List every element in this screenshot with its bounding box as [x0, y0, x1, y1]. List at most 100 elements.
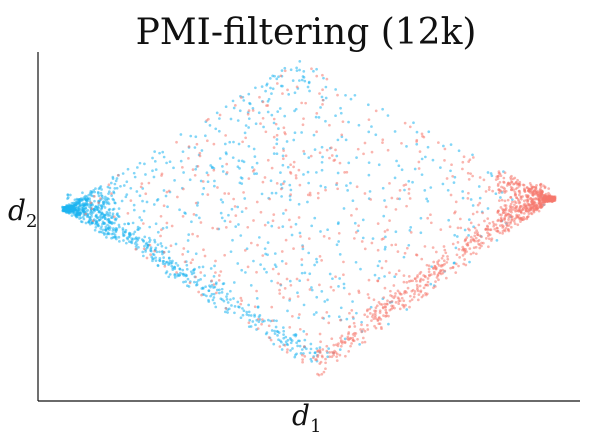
scatter-point-s0-1296 — [66, 193, 70, 196]
scatter-point-s0-904 — [309, 347, 313, 351]
scatter-point-s1-36 — [351, 315, 355, 319]
scatter-point-s0-30 — [279, 183, 283, 186]
scatter-point-s1-187 — [337, 342, 340, 345]
scatter-point-s0-605 — [153, 240, 157, 244]
scatter-point-s0-275 — [343, 337, 347, 341]
scatter-point-s1-491 — [463, 258, 466, 261]
scatter-point-s1-455 — [373, 309, 376, 313]
scatter-point-s0-1057 — [242, 99, 246, 102]
scatter-point-s0-355 — [125, 180, 129, 184]
scatter-point-s1-444 — [429, 221, 433, 225]
scatter-point-s0-109 — [310, 286, 313, 289]
scatter-point-s0-447 — [120, 199, 124, 203]
scatter-point-s1-181 — [139, 185, 143, 189]
scatter-point-s0-915 — [243, 131, 247, 135]
scatter-point-s1-1137 — [332, 353, 335, 357]
scatter-point-s0-1314 — [353, 93, 357, 97]
scatter-point-s1-609 — [330, 355, 334, 359]
scatter-point-s1-1235 — [402, 304, 406, 307]
scatter-point-s0-913 — [339, 306, 343, 310]
scatter-point-s0-1079 — [249, 284, 253, 287]
scatter-point-s0-141 — [251, 320, 255, 323]
scatter-point-s1-80 — [283, 344, 287, 347]
scatter-point-s1-715 — [309, 154, 313, 158]
scatter-point-s1-492 — [503, 199, 507, 203]
scatter-point-s0-1258 — [105, 232, 109, 236]
scatter-point-s1-932 — [289, 283, 293, 287]
scatter-point-s0-520 — [98, 186, 102, 190]
scatter-point-s1-1142 — [504, 204, 508, 207]
scatter-point-s0-724 — [307, 80, 311, 84]
scatter-point-s0-1033 — [88, 197, 91, 200]
scatter-point-s0-991 — [164, 246, 168, 250]
scatter-point-s0-714 — [228, 140, 232, 144]
scatter-point-s1-1298 — [142, 247, 146, 251]
scatter-point-s1-1119 — [497, 218, 500, 222]
scatter-point-s1-384 — [458, 217, 462, 221]
scatter-point-s1-503 — [285, 350, 289, 354]
scatter-point-s1-581 — [522, 199, 526, 203]
scatter-point-s0-322 — [267, 97, 271, 101]
scatter-point-s1-880 — [423, 245, 427, 248]
scatter-point-s1-180 — [302, 117, 305, 121]
scatter-point-s1-121 — [339, 318, 342, 322]
scatter-point-s0-21 — [367, 161, 371, 165]
scatter-point-s1-1273 — [350, 309, 354, 312]
scatter-point-s0-490 — [467, 234, 470, 237]
scatter-point-s0-658 — [221, 165, 224, 168]
scatter-point-s1-1323 — [160, 172, 164, 176]
scatter-point-s0-687 — [158, 250, 161, 254]
scatter-point-s1-434 — [504, 221, 507, 224]
scatter-point-s0-908 — [377, 276, 381, 280]
scatter-point-s0-630 — [141, 250, 145, 254]
scatter-point-s0-480 — [143, 235, 147, 239]
scatter-point-s1-634 — [181, 214, 185, 218]
scatter-point-s0-493 — [486, 171, 490, 174]
scatter-point-s0-1368 — [151, 252, 155, 256]
scatter-point-s0-1243 — [327, 314, 331, 318]
scatter-point-s1-186 — [285, 277, 289, 281]
scatter-point-s0-822 — [223, 219, 227, 223]
scatter-point-s1-840 — [198, 151, 202, 155]
scatter-point-s0-874 — [337, 285, 340, 288]
scatter-point-s1-842 — [325, 148, 329, 152]
scatter-point-s1-512 — [371, 315, 374, 318]
scatter-point-s1-665 — [255, 200, 259, 204]
scatter-point-s0-613 — [253, 172, 256, 176]
scatter-point-s1-1353 — [529, 211, 533, 215]
scatter-point-s0-1350 — [182, 280, 185, 284]
scatter-point-s0-849 — [288, 279, 292, 283]
scatter-point-s1-1311 — [206, 193, 210, 196]
scatter-point-s1-1154 — [347, 350, 351, 353]
scatter-point-s1-56 — [381, 138, 385, 142]
scatter-point-s1-27 — [165, 221, 169, 225]
scatter-point-s1-109 — [388, 271, 391, 275]
scatter-point-s0-1254 — [469, 198, 473, 201]
scatter-point-s0-1315 — [201, 192, 204, 196]
scatter-point-s0-346 — [455, 235, 459, 238]
scatter-point-s0-742 — [113, 187, 117, 190]
scatter-point-s0-597 — [354, 260, 358, 264]
scatter-point-s1-248 — [426, 277, 430, 280]
scatter-point-s0-1095 — [73, 198, 77, 202]
scatter-point-s1-962 — [225, 162, 229, 166]
scatter-point-s1-721 — [501, 232, 504, 235]
scatter-point-s1-1375 — [543, 185, 547, 189]
scatter-point-s0-1149 — [335, 154, 339, 158]
scatter-point-s1-1226 — [523, 190, 527, 194]
scatter-point-s0-1052 — [144, 242, 148, 246]
scatter-point-s1-963 — [396, 289, 400, 293]
scatter-point-s1-1288 — [360, 330, 364, 334]
scatter-point-s1-748 — [335, 359, 339, 363]
scatter-point-s1-873 — [509, 221, 512, 225]
scatter-point-s0-694 — [387, 322, 390, 326]
scatter-point-s1-488 — [203, 254, 207, 258]
scatter-point-s1-195 — [357, 224, 360, 228]
scatter-point-s0-1271 — [231, 156, 235, 160]
scatter-point-s1-1399 — [549, 195, 553, 198]
scatter-point-s1-1383 — [524, 209, 528, 212]
scatter-point-s1-702 — [385, 311, 388, 315]
scatter-point-s1-271 — [191, 232, 194, 236]
scatter-point-s0-1331 — [68, 204, 72, 207]
scatter-point-s1-70 — [170, 224, 174, 228]
